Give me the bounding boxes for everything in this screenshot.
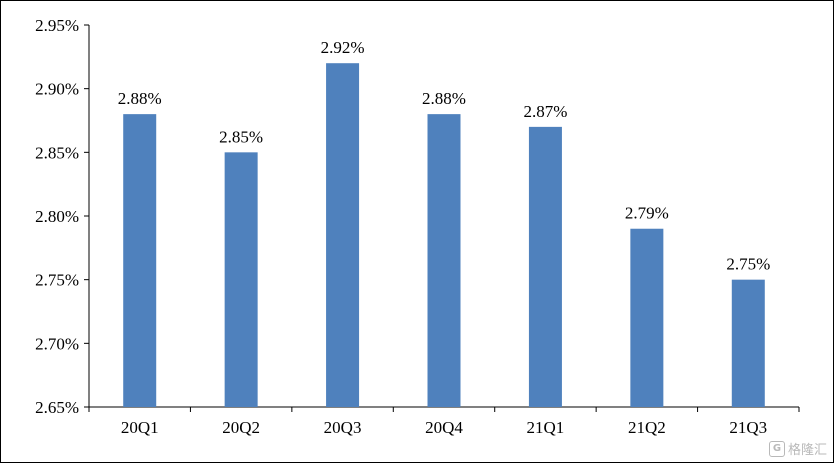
bar-value-label: 2.79%: [625, 204, 669, 223]
y-tick-label: 2.80%: [35, 207, 79, 226]
y-tick-label: 2.65%: [35, 398, 79, 417]
bar: [224, 152, 258, 407]
watermark-text: 格隆汇: [787, 443, 827, 458]
x-tick-label: 21Q1: [527, 418, 565, 437]
bar-value-label: 2.87%: [523, 102, 567, 121]
x-tick-label: 20Q4: [425, 418, 463, 437]
bar: [326, 63, 360, 407]
x-tick-label: 20Q2: [222, 418, 260, 437]
y-tick-label: 2.95%: [35, 16, 79, 35]
y-tick-label: 2.85%: [35, 143, 79, 162]
bar: [123, 114, 157, 407]
bar-value-label: 2.75%: [726, 255, 770, 274]
y-tick-label: 2.75%: [35, 271, 79, 290]
x-axis: 20Q1 20Q2 20Q3 20Q4 21Q1 21Q2 21Q3: [88, 406, 800, 437]
bar-value-label: 2.88%: [118, 89, 162, 108]
bar-value-label: 2.85%: [219, 127, 263, 146]
bar: [528, 126, 562, 407]
bar: [731, 279, 765, 407]
bar-value-label: 2.92%: [321, 38, 365, 57]
data-labels: 2.88% 2.85% 2.92% 2.88% 2.87% 2.79% 2.75%: [118, 38, 770, 273]
y-tick-label: 2.90%: [35, 80, 79, 99]
bar-value-label: 2.88%: [422, 89, 466, 108]
bars: [123, 63, 765, 407]
bar: [630, 228, 664, 407]
bar: [427, 114, 461, 407]
y-tick-label: 2.70%: [35, 334, 79, 353]
x-tick-label: 21Q2: [628, 418, 666, 437]
x-tick-label: 20Q1: [121, 418, 159, 437]
watermark: G 格隆汇: [768, 439, 827, 458]
x-tick-label: 20Q3: [324, 418, 362, 437]
g-logo-icon: G: [768, 440, 785, 457]
x-tick-label: 21Q3: [729, 418, 767, 437]
y-axis: 2.65% 2.70% 2.75% 2.80% 2.85% 2.90% 2.95%: [35, 16, 90, 417]
